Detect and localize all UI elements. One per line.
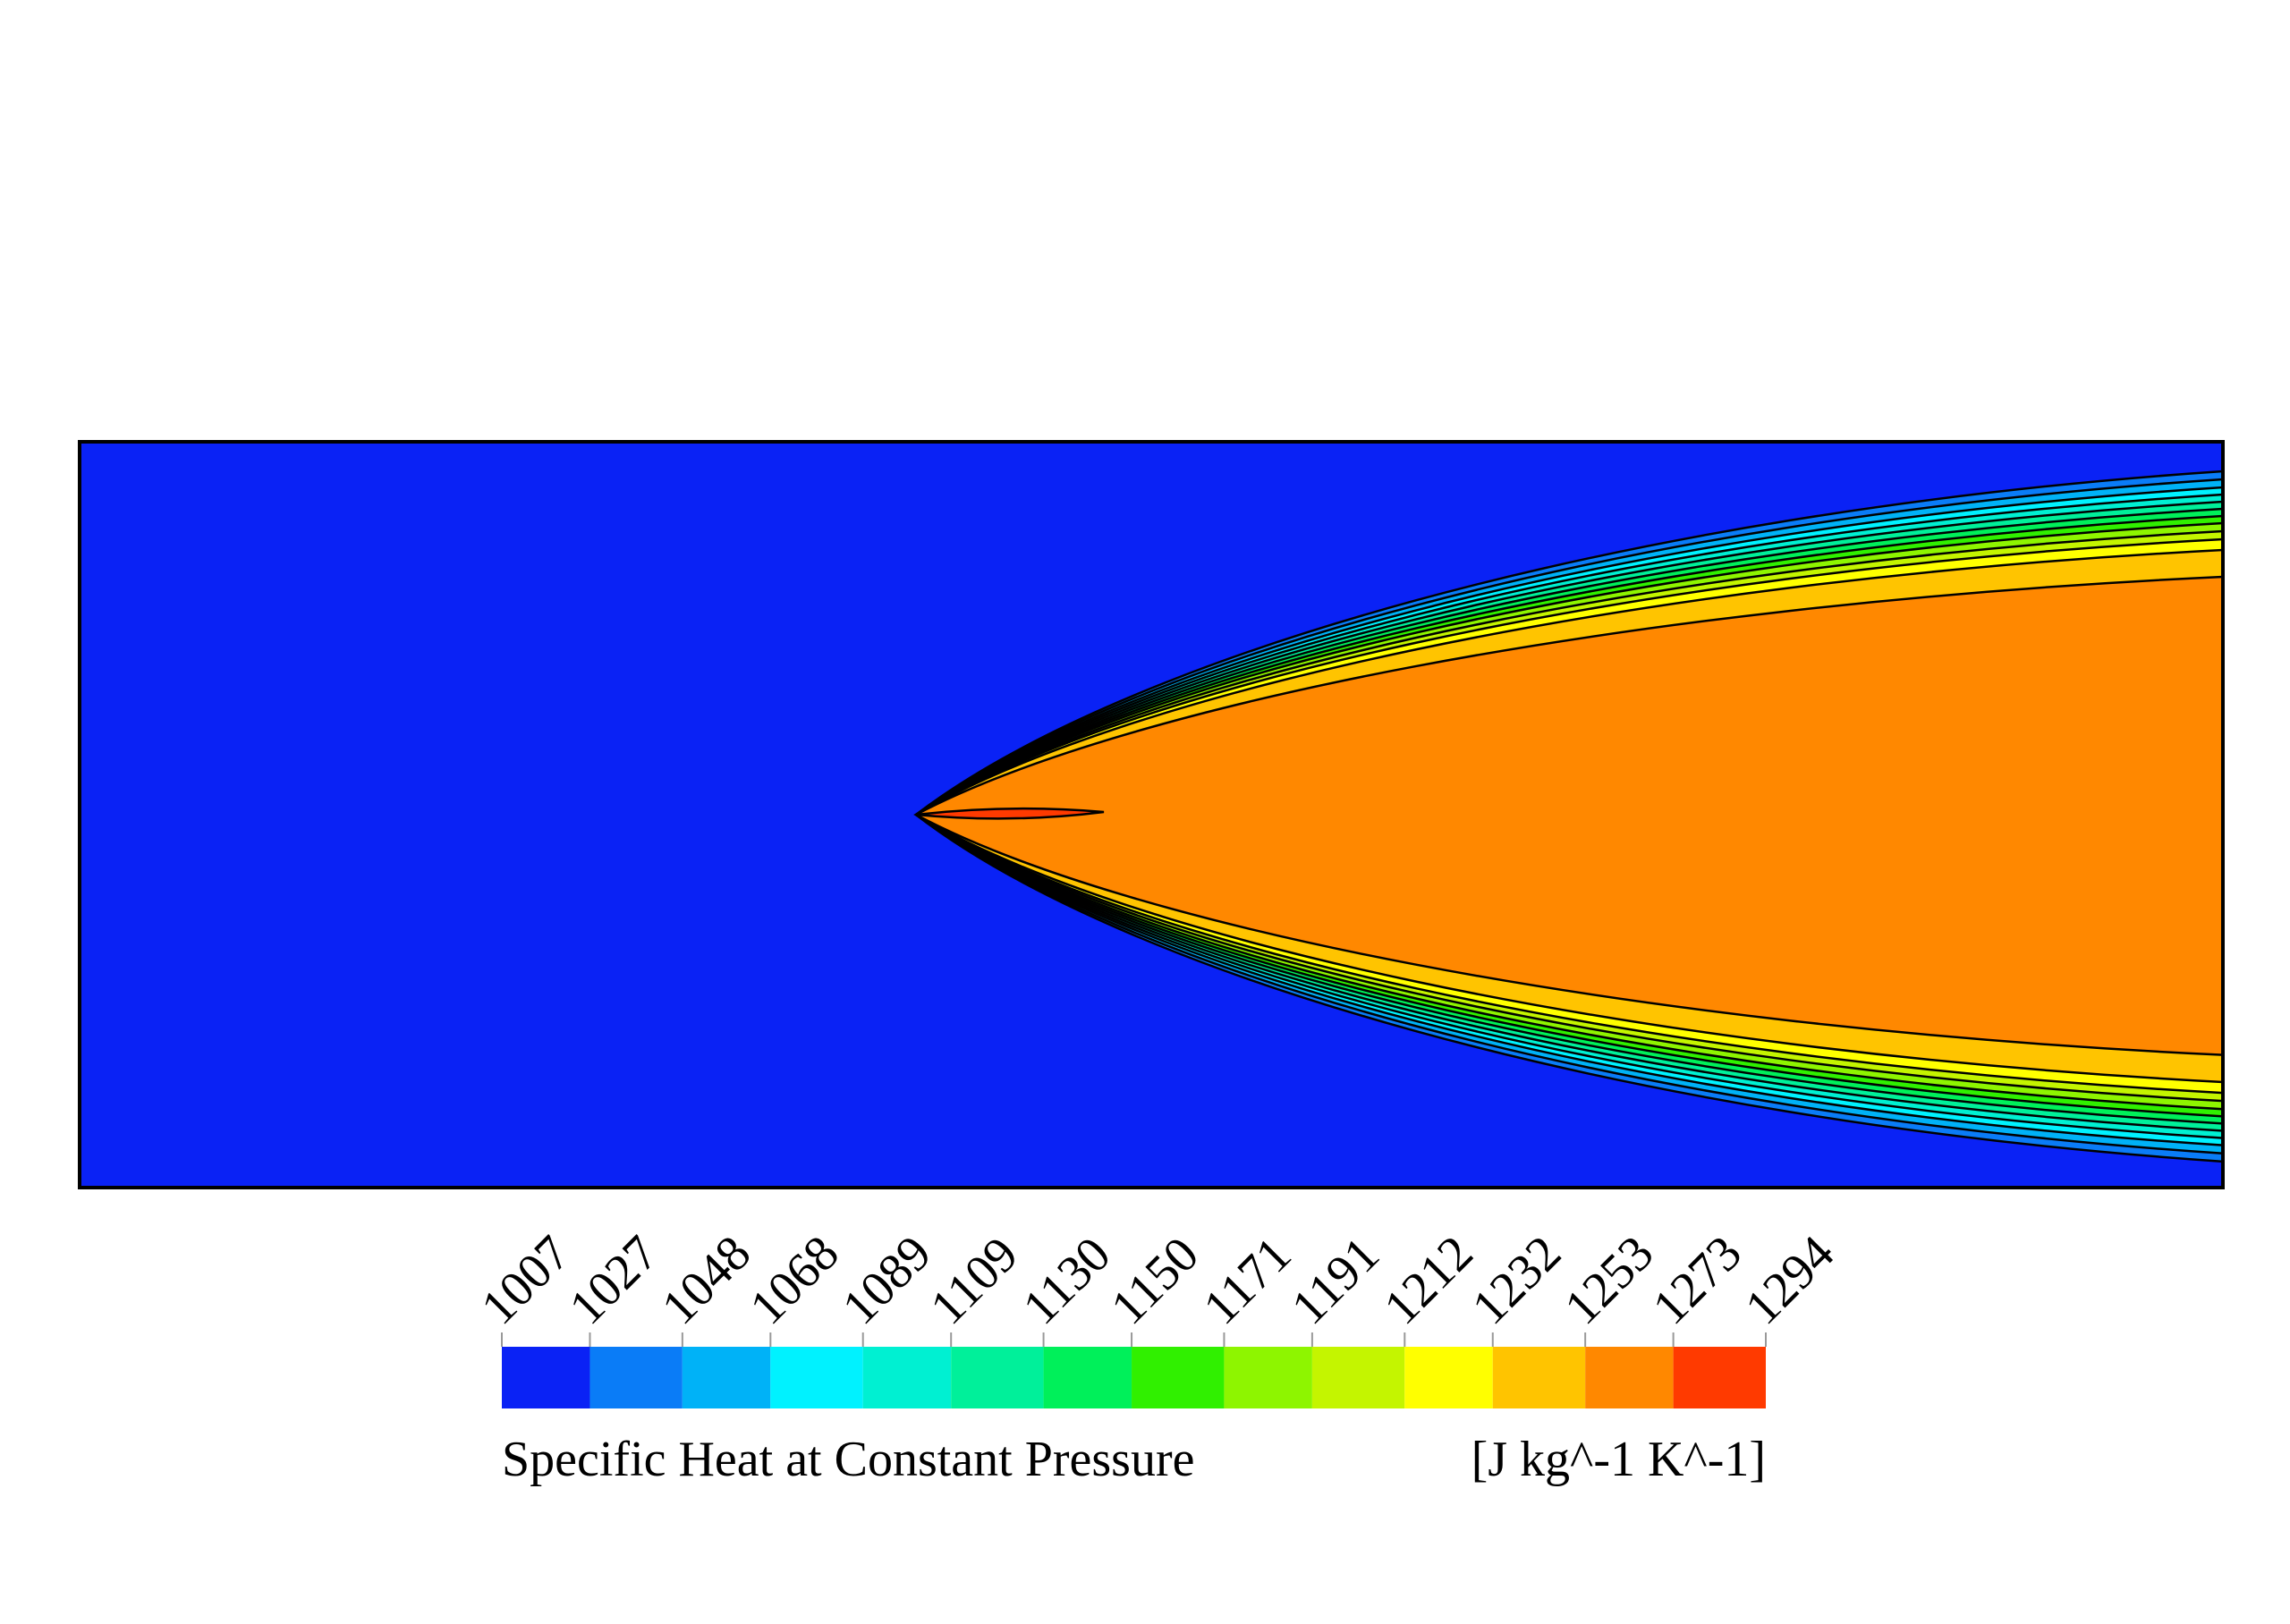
colorbar-swatch — [1224, 1347, 1312, 1408]
colorbar-swatch — [951, 1347, 1044, 1408]
contour-field — [80, 442, 2225, 1188]
colorbar-units: [J kg^-1 K^-1] — [1472, 1432, 1766, 1487]
colorbar-swatch — [1132, 1347, 1225, 1408]
colorbar-swatch — [1585, 1347, 1674, 1408]
contour-band — [915, 807, 1105, 820]
colorbar-swatch — [589, 1347, 683, 1408]
colorbar-swatch — [502, 1347, 590, 1408]
colorbar-swatch — [1492, 1347, 1586, 1408]
colorbar-swatch — [1043, 1347, 1132, 1408]
colorbar-swatch — [682, 1347, 771, 1408]
colorbar-swatch — [1404, 1347, 1493, 1408]
colorbar-swatch — [770, 1347, 863, 1408]
colorbar-swatch — [1311, 1347, 1405, 1408]
domain-border — [78, 440, 2225, 1189]
colorbar-label: Specific Heat at Constant Pressure — [502, 1432, 1194, 1487]
colorbar-swatch — [1673, 1347, 1766, 1408]
colorbar-swatch — [862, 1347, 952, 1408]
